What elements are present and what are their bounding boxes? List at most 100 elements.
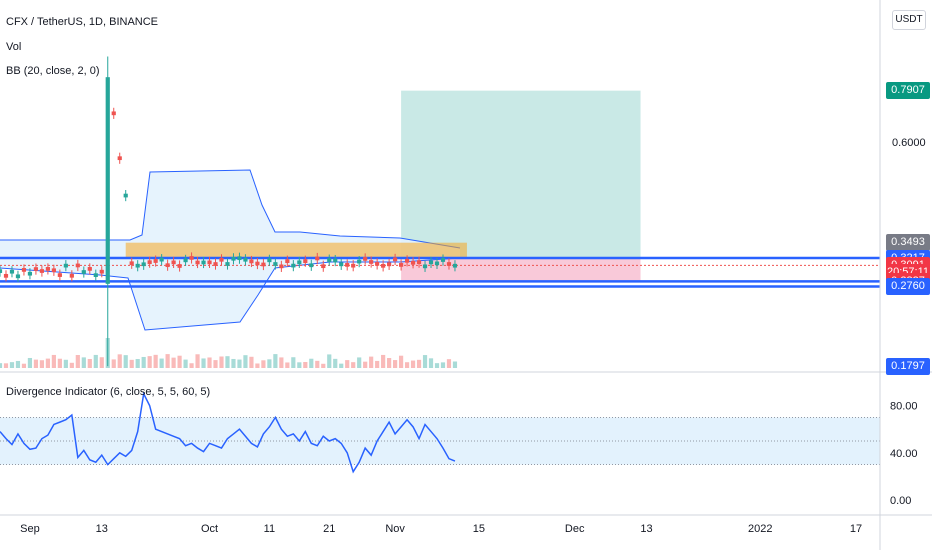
candle-body-26: [153, 259, 158, 263]
volume-bar-31: [183, 359, 188, 368]
volume-bar-4: [21, 363, 27, 368]
candle-body-60: [357, 259, 362, 264]
volume-bar-27: [159, 358, 164, 368]
candle-body-9: [51, 268, 56, 273]
candle-body-61: [363, 257, 368, 261]
candle-body-0: [0, 269, 3, 273]
volume-bar-10: [57, 358, 62, 368]
candle-body-42: [249, 259, 254, 264]
volume-bar-32: [189, 363, 194, 368]
candle-body-71: [422, 264, 428, 269]
candle-body-56: [333, 258, 338, 263]
candle-body-35: [207, 260, 212, 265]
oscillator-band: [0, 417, 880, 465]
candle-body-51: [303, 259, 308, 264]
price-tag-7: 0.1797: [886, 357, 930, 375]
candle-body-15: [87, 267, 92, 271]
candle-body-13: [75, 263, 80, 268]
volume-bar-3: [15, 360, 21, 368]
volume-bar-41: [243, 355, 248, 368]
candle-body-14: [81, 270, 86, 274]
volume-bar-26: [153, 354, 158, 368]
volume-bar-13: [75, 355, 80, 368]
volume-bar-70: [416, 359, 422, 368]
candle-body-46: [273, 262, 278, 266]
volume-bar-52: [309, 358, 314, 368]
symbol-legend: CFX / TetherUS, 1D, BINANCE: [6, 16, 159, 28]
volume-bar-56: [333, 358, 338, 368]
volume-bar-9: [51, 354, 56, 368]
candle-body-64: [381, 263, 386, 268]
time-tick-1: 13: [96, 523, 108, 535]
time-tick-6: 15: [473, 523, 485, 535]
time-tick-5: Nov: [385, 523, 405, 535]
volume-bar-37: [219, 356, 224, 368]
volume-bar-34: [201, 358, 206, 368]
candle-body-63: [375, 262, 380, 266]
volume-bar-46: [273, 354, 278, 368]
candle-body-17: [99, 269, 104, 274]
candle-body-30: [177, 264, 182, 268]
candle-body-28: [165, 263, 170, 268]
volume-bar-66: [393, 360, 398, 368]
candle-body-38: [225, 262, 230, 266]
volume-bar-75: [446, 359, 452, 368]
candle-body-25: [147, 260, 152, 265]
candle-body-18: [105, 77, 110, 284]
oscillator-tick-2: 0.00: [890, 495, 911, 507]
candle-body-53: [315, 256, 320, 261]
candle-body-73: [434, 261, 440, 266]
volume-bar-8: [45, 358, 50, 368]
volume-bar-21: [123, 355, 128, 368]
candle-body-74: [440, 258, 446, 262]
candle-body-4: [21, 268, 27, 272]
time-tick-4: 21: [323, 523, 335, 535]
time-tick-9: 2022: [748, 523, 772, 535]
volume-bar-39: [231, 358, 236, 368]
candle-body-1: [3, 273, 9, 278]
volume-bar-5: [27, 357, 33, 368]
volume-bar-59: [351, 362, 356, 368]
volume-bar-30: [177, 355, 182, 368]
candle-body-3: [15, 274, 21, 279]
volume-bar-35: [207, 357, 212, 368]
volume-bar-12: [69, 362, 74, 368]
time-tick-8: 13: [640, 523, 652, 535]
candle-body-54: [321, 264, 326, 269]
volume-bar-62: [369, 356, 374, 368]
volume-bar-61: [363, 361, 368, 368]
volume-bar-47: [279, 357, 284, 368]
volume-bar-24: [141, 356, 146, 368]
candle-body-58: [345, 263, 350, 267]
volume-bar-19: [111, 359, 116, 368]
price-tag-6: 0.2760: [886, 278, 930, 295]
candle-body-57: [339, 262, 344, 267]
price-tag-0: 0.7907: [886, 82, 930, 100]
volume-bar-49: [291, 357, 296, 368]
candle-body-34: [201, 260, 206, 265]
vol-legend: Vol: [6, 41, 22, 53]
volume-bar-16: [93, 354, 98, 368]
volume-bar-1: [3, 363, 9, 368]
volume-bar-43: [255, 363, 260, 368]
volume-bar-69: [410, 360, 416, 368]
volume-bar-57: [339, 363, 344, 368]
currency-button[interactable]: USDT: [892, 10, 926, 30]
volume-bar-72: [428, 358, 434, 368]
volume-bar-73: [434, 363, 440, 368]
candle-body-21: [123, 193, 128, 198]
candle-body-31: [183, 258, 188, 263]
target-zone: [401, 90, 641, 259]
candle-body-11: [63, 263, 68, 268]
candle-body-50: [297, 260, 302, 265]
candle-body-47: [279, 264, 284, 269]
candle-body-19: [111, 111, 116, 116]
candle-body-27: [159, 257, 164, 262]
candle-body-70: [416, 260, 422, 264]
volume-bar-63: [375, 360, 380, 368]
bb-legend: BB (20, close, 2, 0): [6, 65, 100, 77]
time-tick-0: Sep: [20, 523, 40, 535]
volume-bar-28: [165, 354, 170, 368]
volume-bar-2: [9, 362, 15, 368]
